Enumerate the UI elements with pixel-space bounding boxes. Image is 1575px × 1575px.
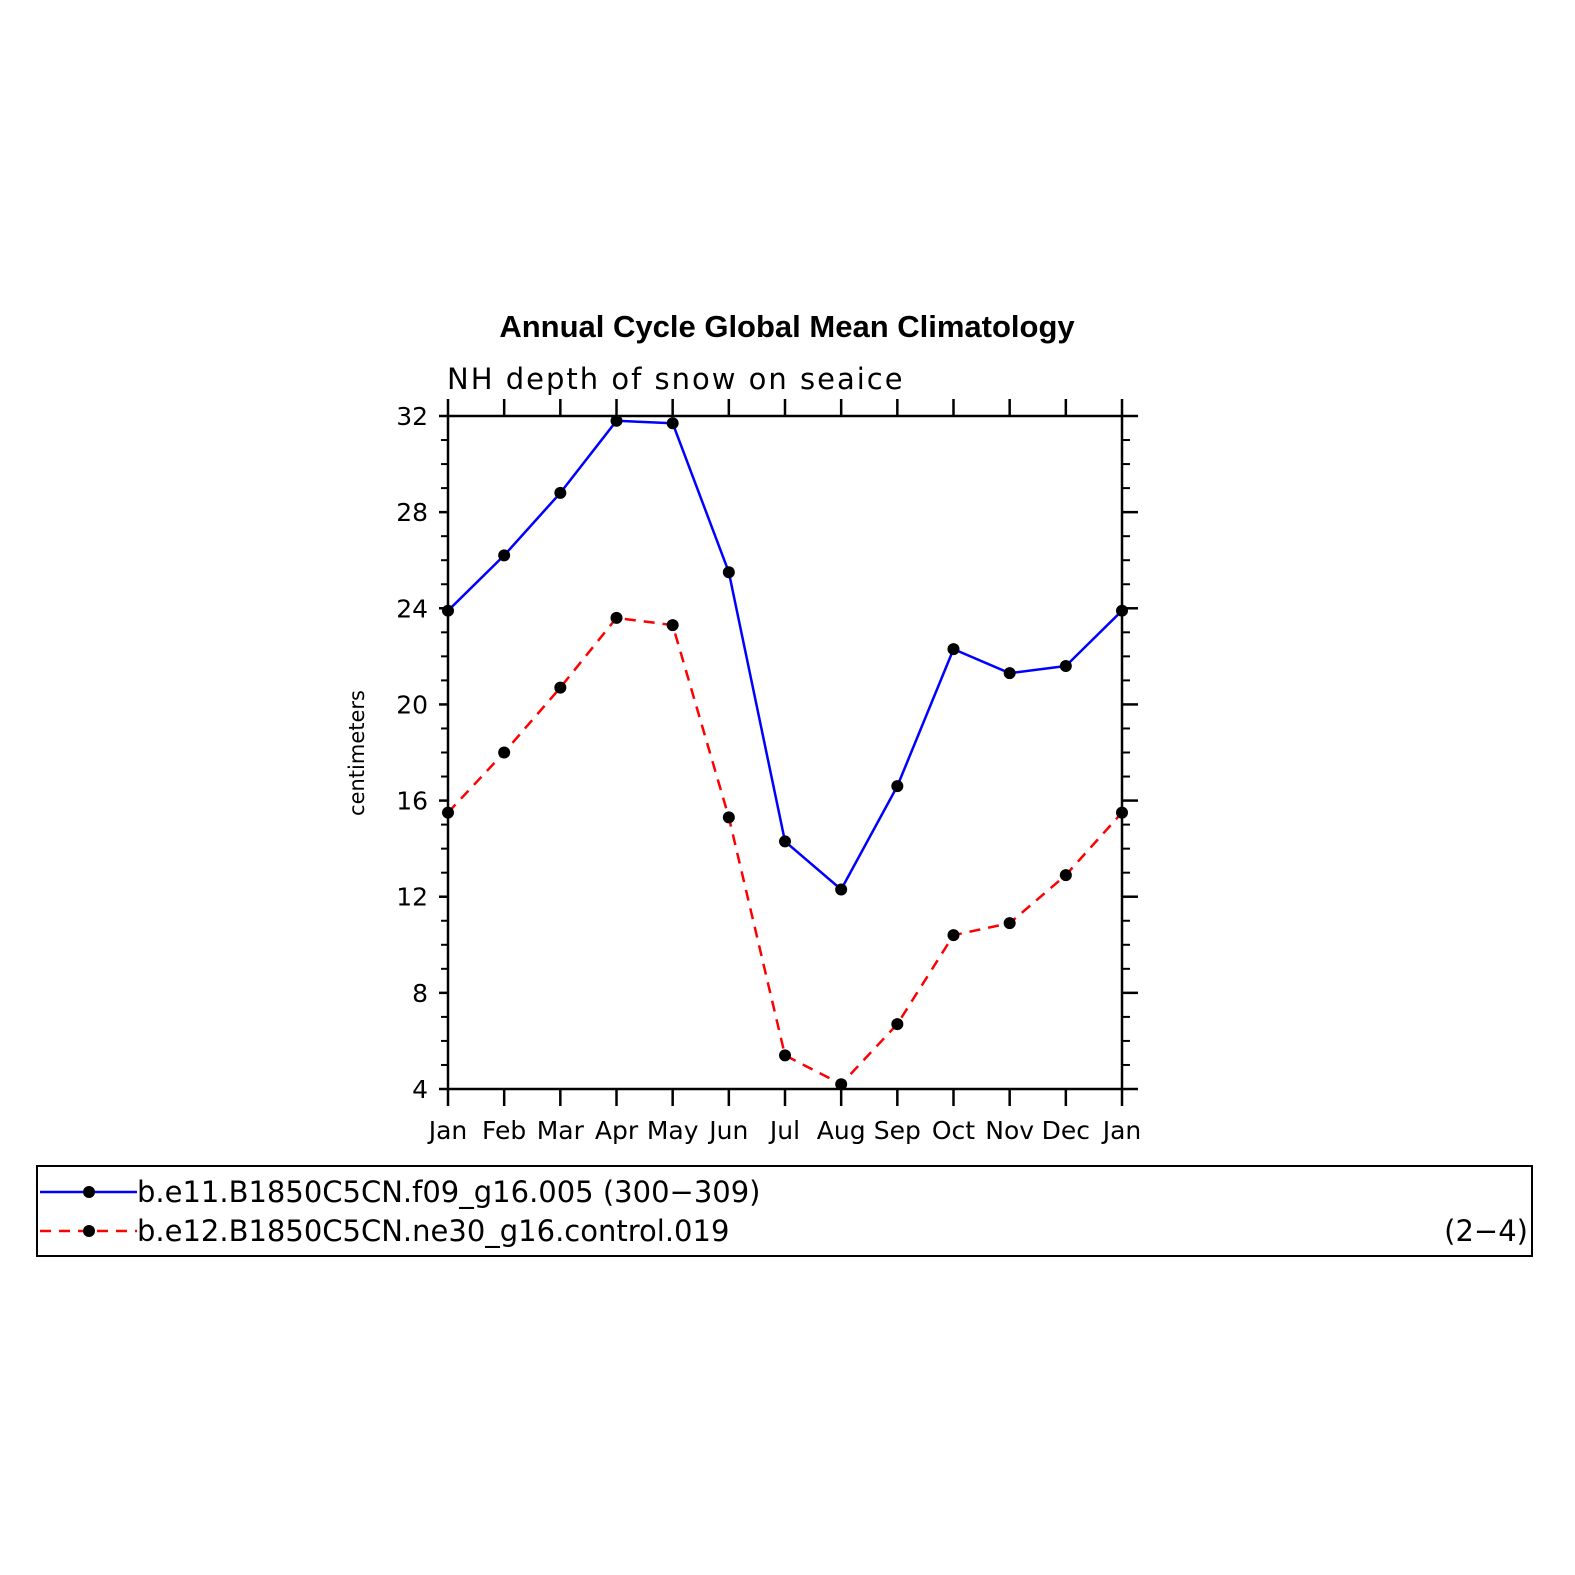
data-point-series-1 [1003, 667, 1016, 680]
y-tick-label: 32 [396, 402, 428, 431]
x-tick-labels: Jan Feb Mar Apr May Jun Jul Aug Sep Oct Nov Dec Jan [427, 1116, 1142, 1145]
legend-box [36, 1165, 1533, 1257]
legend-years-series-2: (2−4) [1444, 1214, 1528, 1248]
chart-subtitle: NH depth of snow on seaice [447, 362, 905, 396]
x-tick-label: Oct [932, 1116, 975, 1145]
legend-marker-series-1 [83, 1186, 95, 1198]
data-point-series-1 [498, 549, 511, 562]
data-point-series-2 [835, 1078, 848, 1091]
y-tick-label: 24 [396, 594, 428, 623]
series-group [442, 414, 1128, 1091]
data-point-series-2 [554, 681, 567, 694]
legend-label-series-2: b.e12.B1850C5CN.ne30_g16.control.019 [137, 1214, 729, 1248]
data-point-series-1 [779, 835, 791, 848]
legend-label-series-1: b.e11.B1850C5CN.f09_g16.005 (300−309) [137, 1175, 761, 1209]
data-point-series-2 [1116, 806, 1128, 819]
data-point-series-1 [666, 417, 679, 430]
data-point-series-1 [610, 414, 623, 427]
chart-title: Annual Cycle Global Mean Climatology [499, 309, 1075, 344]
y-axis-label: centimeters [345, 690, 369, 816]
data-point-series-2 [891, 1018, 904, 1031]
data-point-series-2 [722, 811, 735, 824]
data-point-series-1 [442, 604, 454, 617]
x-tick-label: May [647, 1116, 699, 1145]
series-line-2 [447, 616, 1123, 1086]
x-tick-label: Aug [817, 1116, 866, 1145]
series-line-1 [447, 419, 1123, 891]
x-tick-label: Feb [482, 1116, 526, 1145]
data-point-series-1 [947, 643, 960, 656]
y-tick-labels: 4 8 12 16 20 24 28 32 [396, 402, 428, 1104]
axis-ticks [439, 399, 1138, 1106]
x-tick-label: Apr [595, 1116, 639, 1145]
x-tick-label: Dec [1042, 1116, 1090, 1145]
data-point-series-1 [722, 566, 735, 579]
data-point-series-2 [779, 1049, 791, 1062]
legend-marker-series-2 [83, 1225, 95, 1237]
data-point-series-1 [554, 486, 567, 499]
data-point-series-2 [947, 929, 960, 942]
data-point-series-2 [610, 611, 623, 624]
x-tick-label: Sep [874, 1116, 921, 1145]
data-point-series-1 [1116, 604, 1128, 617]
data-point-series-1 [835, 883, 848, 896]
y-tick-label: 16 [396, 787, 428, 816]
x-tick-label: Nov [985, 1116, 1034, 1145]
y-tick-label: 28 [396, 498, 428, 527]
x-tick-label: Jan [427, 1116, 468, 1145]
data-point-series-1 [891, 780, 904, 793]
data-point-series-2 [1059, 869, 1072, 882]
y-tick-label: 12 [396, 883, 428, 912]
plot-frame [446, 414, 1124, 1091]
x-tick-label: Jul [768, 1116, 800, 1145]
x-tick-label: Mar [537, 1116, 585, 1145]
data-point-series-2 [442, 806, 454, 819]
data-point-series-2 [498, 746, 511, 759]
data-point-series-2 [1003, 917, 1016, 930]
data-point-series-1 [1059, 659, 1072, 672]
x-tick-label: Jun [707, 1116, 748, 1145]
y-tick-label: 4 [412, 1075, 428, 1104]
x-tick-label: Jan [1101, 1116, 1142, 1145]
data-point-series-2 [666, 619, 679, 632]
y-tick-label: 8 [412, 979, 428, 1008]
y-tick-label: 20 [396, 690, 428, 719]
